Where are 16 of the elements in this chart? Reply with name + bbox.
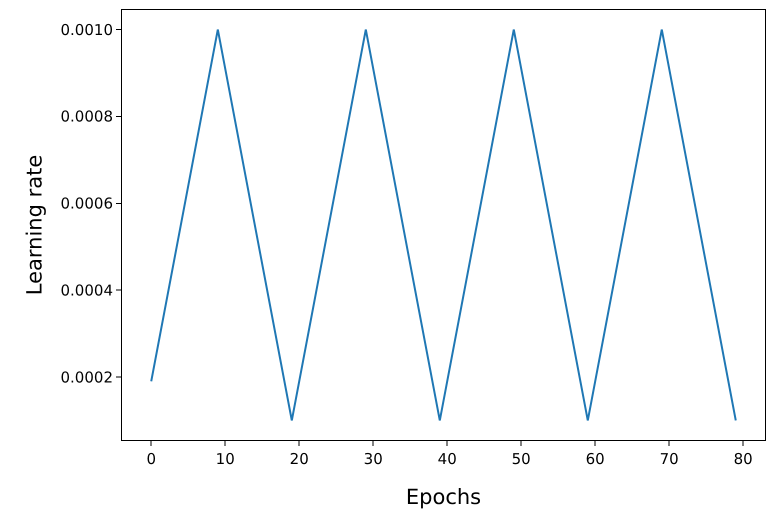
- x-axis-title: Epochs: [406, 485, 482, 510]
- x-tick-label: 40: [438, 450, 457, 468]
- y-axis-title: Learning rate: [22, 154, 47, 296]
- y-tick-label: 0.0010: [60, 20, 113, 39]
- x-tick-label: 30: [364, 450, 383, 468]
- x-tick-label: 20: [290, 450, 309, 468]
- x-tick-label: 0: [146, 450, 156, 468]
- x-tick-label: 50: [512, 450, 531, 468]
- x-tick-label: 10: [216, 450, 235, 468]
- x-tick-label: 70: [660, 450, 679, 468]
- y-tick-label: 0.0004: [60, 281, 113, 300]
- y-tick-label: 0.0008: [60, 108, 113, 126]
- y-tick-label: 0.0002: [60, 368, 113, 386]
- x-tick-label: 80: [734, 450, 753, 468]
- y-tick-label: 0.0006: [60, 194, 113, 213]
- x-tick-label: 60: [586, 450, 605, 468]
